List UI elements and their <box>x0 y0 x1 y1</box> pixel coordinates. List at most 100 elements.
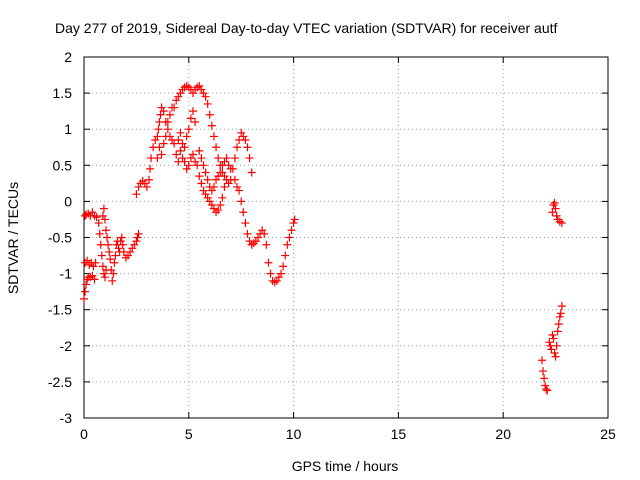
data-point <box>144 175 153 184</box>
data-point <box>132 237 141 246</box>
data-point <box>178 139 187 148</box>
data-point <box>124 251 133 260</box>
data-point <box>103 233 112 242</box>
data-point <box>237 197 246 206</box>
data-point <box>128 244 137 253</box>
data-point <box>180 143 189 152</box>
data-point <box>184 125 193 134</box>
data-point <box>193 83 202 92</box>
data-point <box>216 168 225 177</box>
data-point <box>195 146 204 155</box>
data-point <box>140 179 149 188</box>
data-point <box>83 256 92 265</box>
data-point <box>182 164 191 173</box>
data-point <box>543 386 552 395</box>
data-point <box>90 211 99 220</box>
data-point <box>176 128 185 137</box>
data-point <box>99 269 108 278</box>
x-axis-label: GPS time / hours <box>292 458 399 474</box>
y-axis-label: SDTVAR / TECUs <box>5 182 21 294</box>
data-point <box>159 107 168 116</box>
data-point <box>553 215 562 224</box>
y-tick-label: -2.5 <box>48 374 72 390</box>
data-point <box>212 208 221 217</box>
data-point <box>88 271 97 280</box>
data-point <box>239 208 248 217</box>
data-point <box>209 204 218 213</box>
x-tick-label: 5 <box>185 426 193 442</box>
data-point <box>199 161 208 170</box>
data-point <box>552 341 561 350</box>
data-point <box>197 85 206 94</box>
data-point <box>554 320 563 329</box>
data-point <box>549 201 558 210</box>
data-point <box>92 213 101 222</box>
data-point <box>212 175 221 184</box>
data-point <box>253 233 262 242</box>
data-point <box>199 186 208 195</box>
data-point <box>172 150 181 159</box>
data-point <box>126 247 135 256</box>
data-point <box>165 132 174 141</box>
data-point <box>239 132 248 141</box>
data-point <box>551 204 560 213</box>
data-point <box>88 208 97 217</box>
data-point <box>224 161 233 170</box>
data-point <box>212 143 221 152</box>
data-point <box>264 258 273 267</box>
data-point <box>555 312 564 321</box>
chart-title: Day 277 of 2019, Sidereal Day-to-day VTE… <box>55 20 558 36</box>
data-point <box>241 219 250 228</box>
data-point <box>270 278 279 287</box>
data-point <box>106 255 115 264</box>
data-point <box>233 182 242 191</box>
y-tick-label: -2 <box>60 338 73 354</box>
data-point <box>207 201 216 210</box>
data-point <box>285 233 294 242</box>
data-point <box>243 143 252 152</box>
data-point <box>178 85 187 94</box>
data-point <box>161 117 170 126</box>
axes: 0 5 10 15 20 25 -3 -2.5 -2 -1.5 -1 -0.5 0 0.5 1 1.5 2 <box>48 49 616 442</box>
data-point <box>545 338 554 347</box>
data-point <box>251 237 260 246</box>
data-point <box>556 309 565 318</box>
data-point <box>249 239 258 248</box>
data-point <box>222 154 231 163</box>
data-point <box>550 349 559 358</box>
data-point <box>155 143 164 152</box>
data-point <box>97 251 106 260</box>
data-point <box>209 132 218 141</box>
data-point <box>191 117 200 126</box>
data-points <box>80 81 566 395</box>
y-tick-label: -3 <box>60 410 73 426</box>
data-point <box>542 385 551 394</box>
data-point <box>96 240 105 249</box>
data-point <box>201 92 210 101</box>
y-tick-label: -1 <box>60 266 73 282</box>
x-tick-label: 20 <box>495 426 511 442</box>
data-point <box>237 128 246 137</box>
data-point <box>551 352 560 361</box>
data-point <box>214 206 223 215</box>
data-point <box>201 190 210 199</box>
data-point <box>281 251 290 260</box>
data-point <box>220 182 229 191</box>
data-point <box>191 157 200 166</box>
data-point <box>109 269 118 278</box>
data-point <box>214 154 223 163</box>
data-point <box>107 265 116 274</box>
data-point <box>98 211 107 220</box>
data-point <box>111 251 120 260</box>
data-point <box>142 182 151 191</box>
data-point <box>203 99 212 108</box>
data-point <box>114 244 123 253</box>
data-point <box>199 89 208 98</box>
data-point <box>176 89 185 98</box>
data-point <box>102 226 111 235</box>
data-point <box>176 146 185 155</box>
data-point <box>110 258 119 267</box>
data-point <box>163 125 172 134</box>
data-point <box>220 172 229 181</box>
data-point <box>85 260 94 269</box>
